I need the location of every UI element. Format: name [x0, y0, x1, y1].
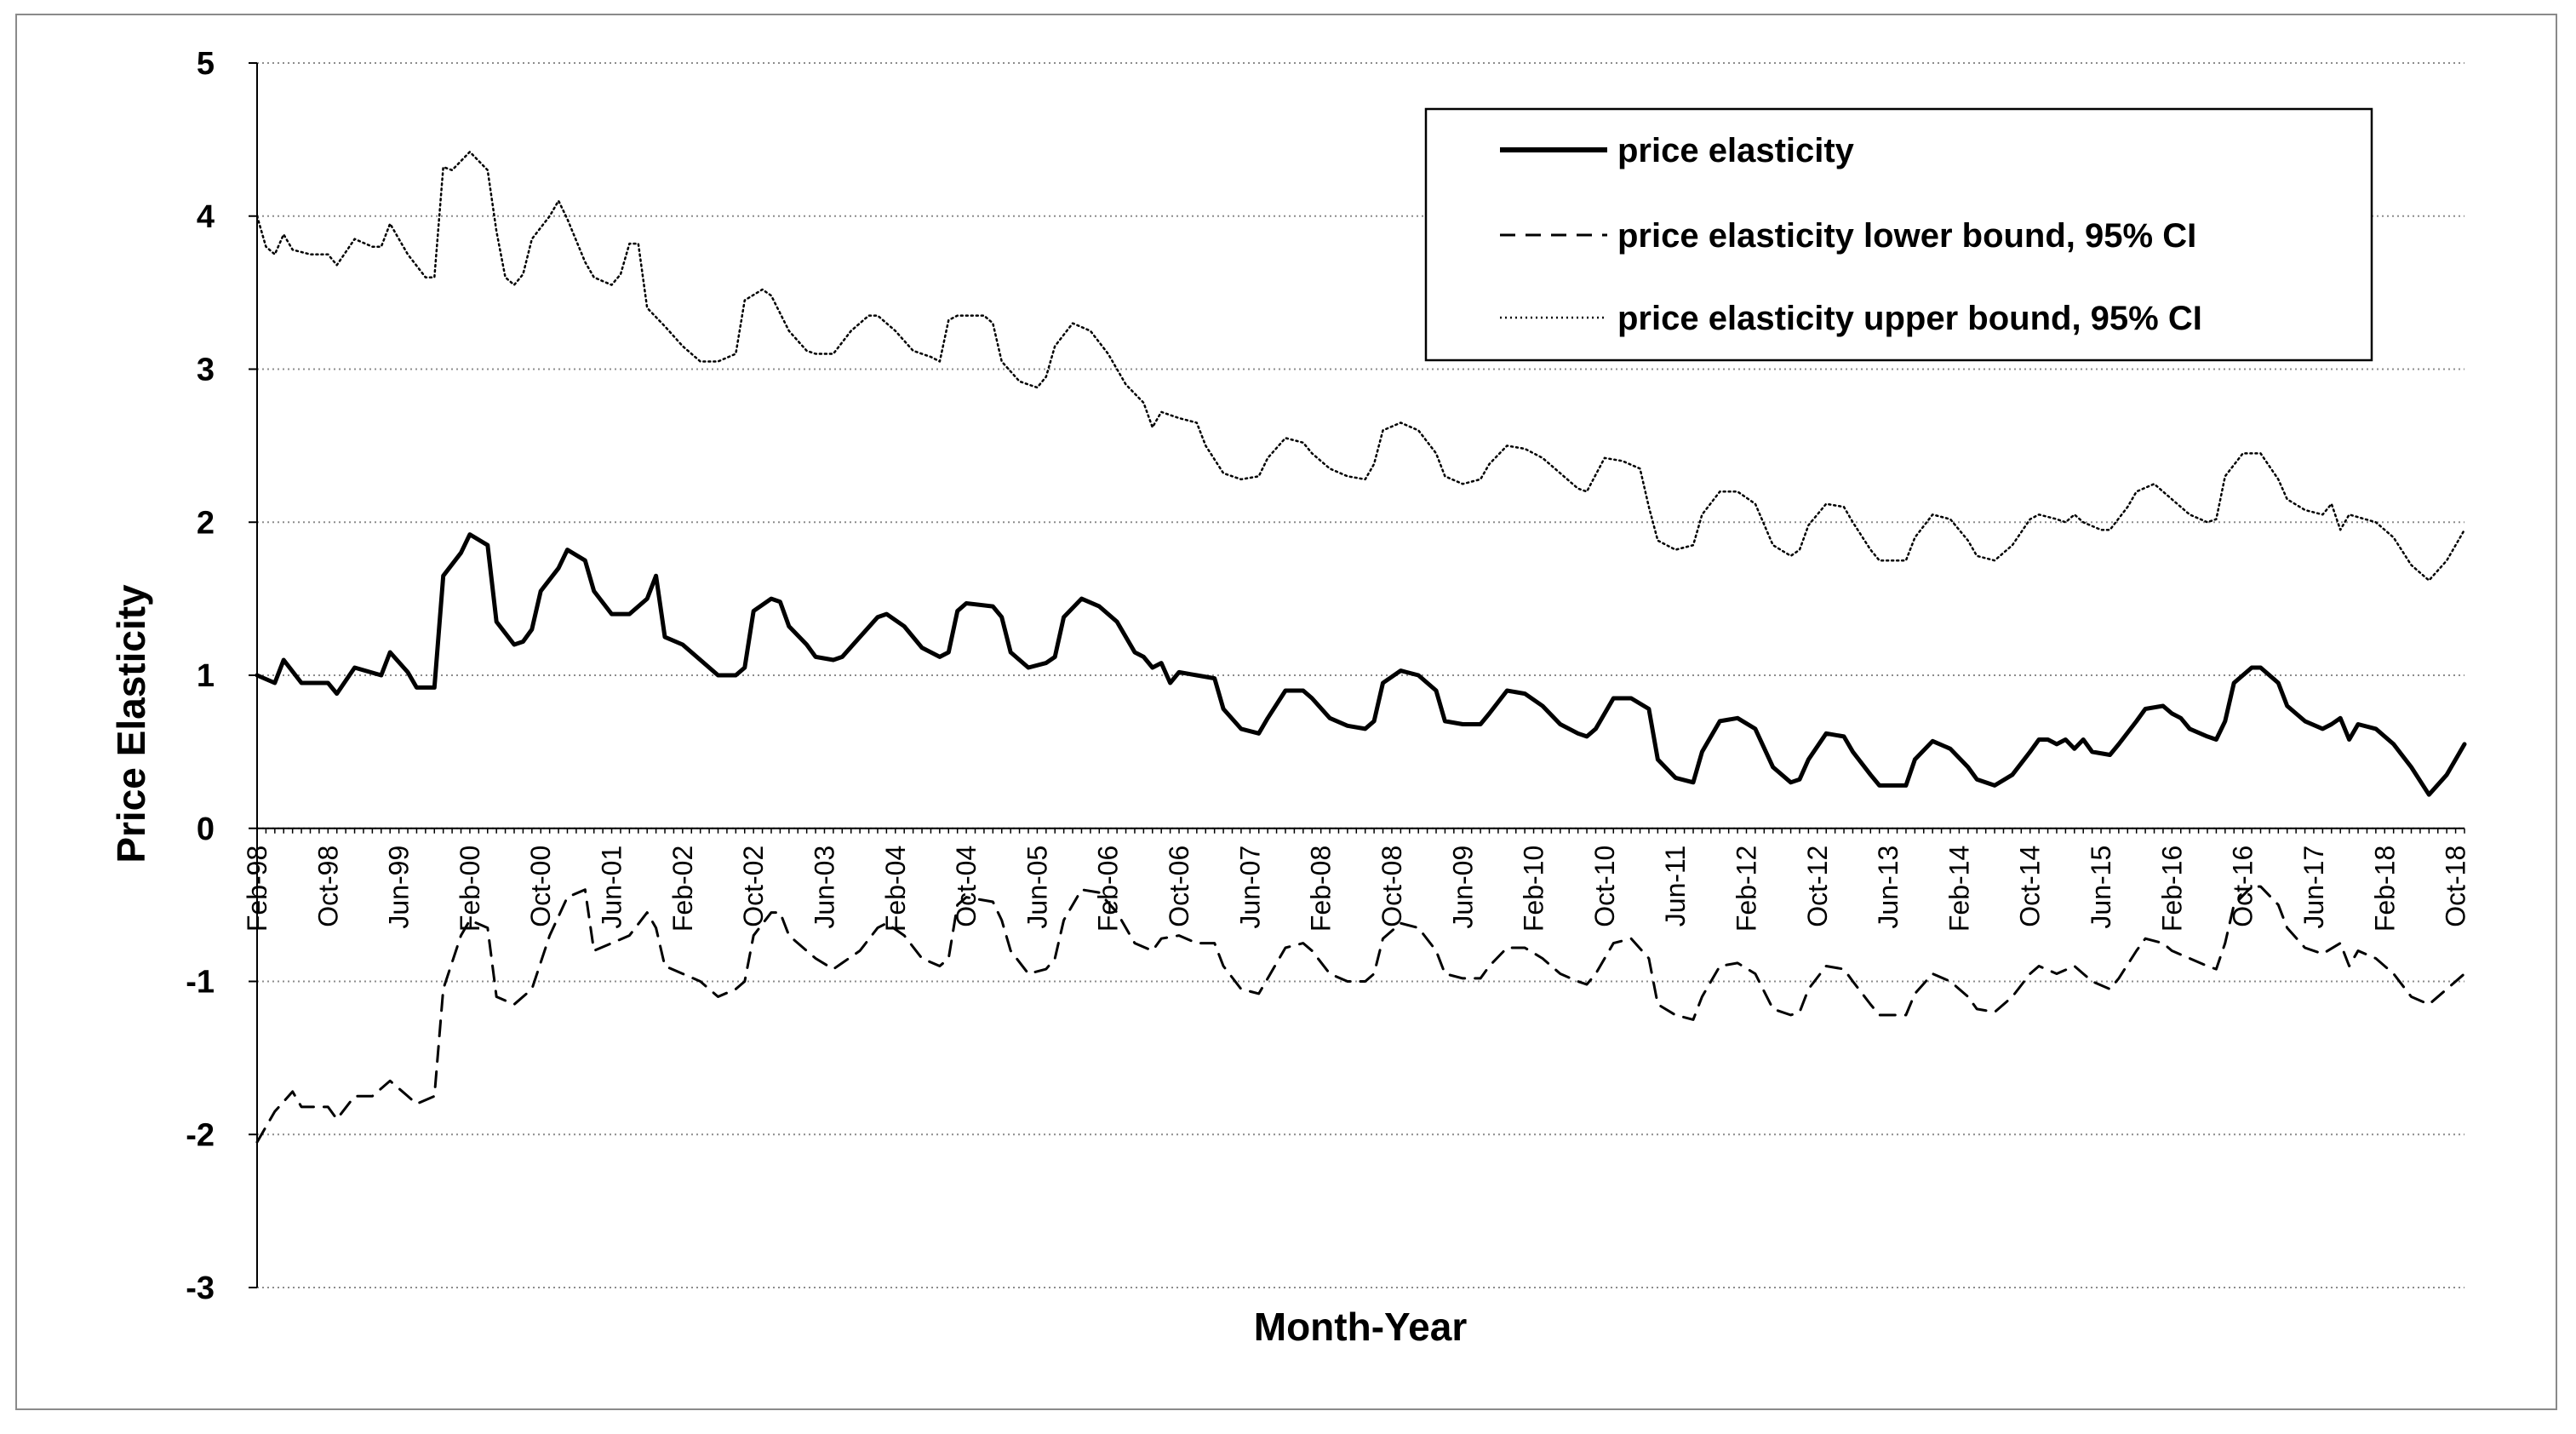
series-line-1: [255, 532, 2467, 797]
x-tick-label: Feb-10: [1519, 846, 1549, 932]
x-tick-label: Oct-04: [951, 846, 982, 927]
series-line-2: [255, 885, 2466, 1144]
y-tick-label: 5: [197, 46, 215, 82]
x-tick-label: Jun-11: [1660, 846, 1691, 926]
y-tick-label: 4: [197, 199, 215, 235]
x-tick-label: Jun-99: [384, 846, 415, 929]
y-tick-label: -2: [186, 1117, 215, 1153]
x-axis-title: Month-Year: [1254, 1305, 1468, 1349]
y-tick-label: 2: [197, 505, 215, 541]
x-tick-label: Oct-02: [738, 846, 769, 927]
x-tick-label: Feb-06: [1093, 846, 1124, 932]
x-tick-label: Jun-13: [1873, 846, 1903, 929]
x-tick-label: Feb-18: [2369, 846, 2400, 932]
x-tick-label: Jun-09: [1447, 846, 1478, 929]
x-tick-label: Oct-00: [525, 846, 556, 927]
x-tick-label: Oct-16: [2228, 846, 2258, 927]
x-tick-label: Jun-17: [2298, 846, 2329, 929]
x-tick-label: Oct-08: [1377, 846, 1407, 927]
x-tick-label: Feb-14: [1943, 846, 1974, 932]
x-tick-label: Feb-08: [1306, 846, 1337, 932]
x-tick-label: Oct-98: [312, 846, 343, 927]
x-tick-label: Jun-03: [809, 846, 839, 929]
x-tick-label: Feb-02: [667, 846, 698, 932]
x-tick-label: Oct-10: [1589, 846, 1620, 927]
y-tick-label: 1: [197, 658, 215, 694]
x-tick-label: Oct-14: [2015, 846, 2046, 927]
legend: price elasticity price elasticity lower b…: [1424, 107, 2373, 362]
series-lines: [255, 151, 2467, 1144]
y-tick-label: 3: [197, 353, 215, 388]
x-tick-label: Oct-12: [1802, 846, 1833, 927]
y-tick-label: -1: [186, 965, 215, 1001]
legend-label-1: price elasticity: [1617, 132, 1855, 169]
x-tick-label: Feb-00: [455, 846, 485, 932]
x-tick-label: Jun-15: [2086, 846, 2116, 929]
y-axis-title: Price Elasticity: [109, 584, 153, 863]
legend-label-2: price elasticity lower bound, 95% CI: [1617, 217, 2196, 255]
x-tick-label: Jun-01: [597, 846, 627, 929]
legend-label-3: price elasticity upper bound, 95% CI: [1617, 300, 2202, 337]
x-tick-label: Oct-06: [1164, 846, 1194, 927]
x-tick-label: Feb-98: [242, 846, 272, 932]
series-line-3: [255, 151, 2466, 582]
x-tick-label: Feb-16: [2156, 846, 2187, 932]
x-tick-label: Feb-04: [880, 846, 911, 932]
y-tick-label: 0: [197, 812, 215, 847]
x-tick-label: Jun-07: [1234, 846, 1265, 929]
x-tick-label: Oct-18: [2441, 846, 2471, 927]
y-tick-label: -3: [186, 1271, 215, 1306]
x-tick-label: Feb-12: [1731, 846, 1761, 932]
tick-labels: 5 4 3 2 1 0 -1 -2 -3 Feb-98 Oct-98 Jun-99 Feb-00 Oct-…: [186, 46, 2470, 1306]
x-tick-label: Jun-05: [1022, 846, 1052, 929]
